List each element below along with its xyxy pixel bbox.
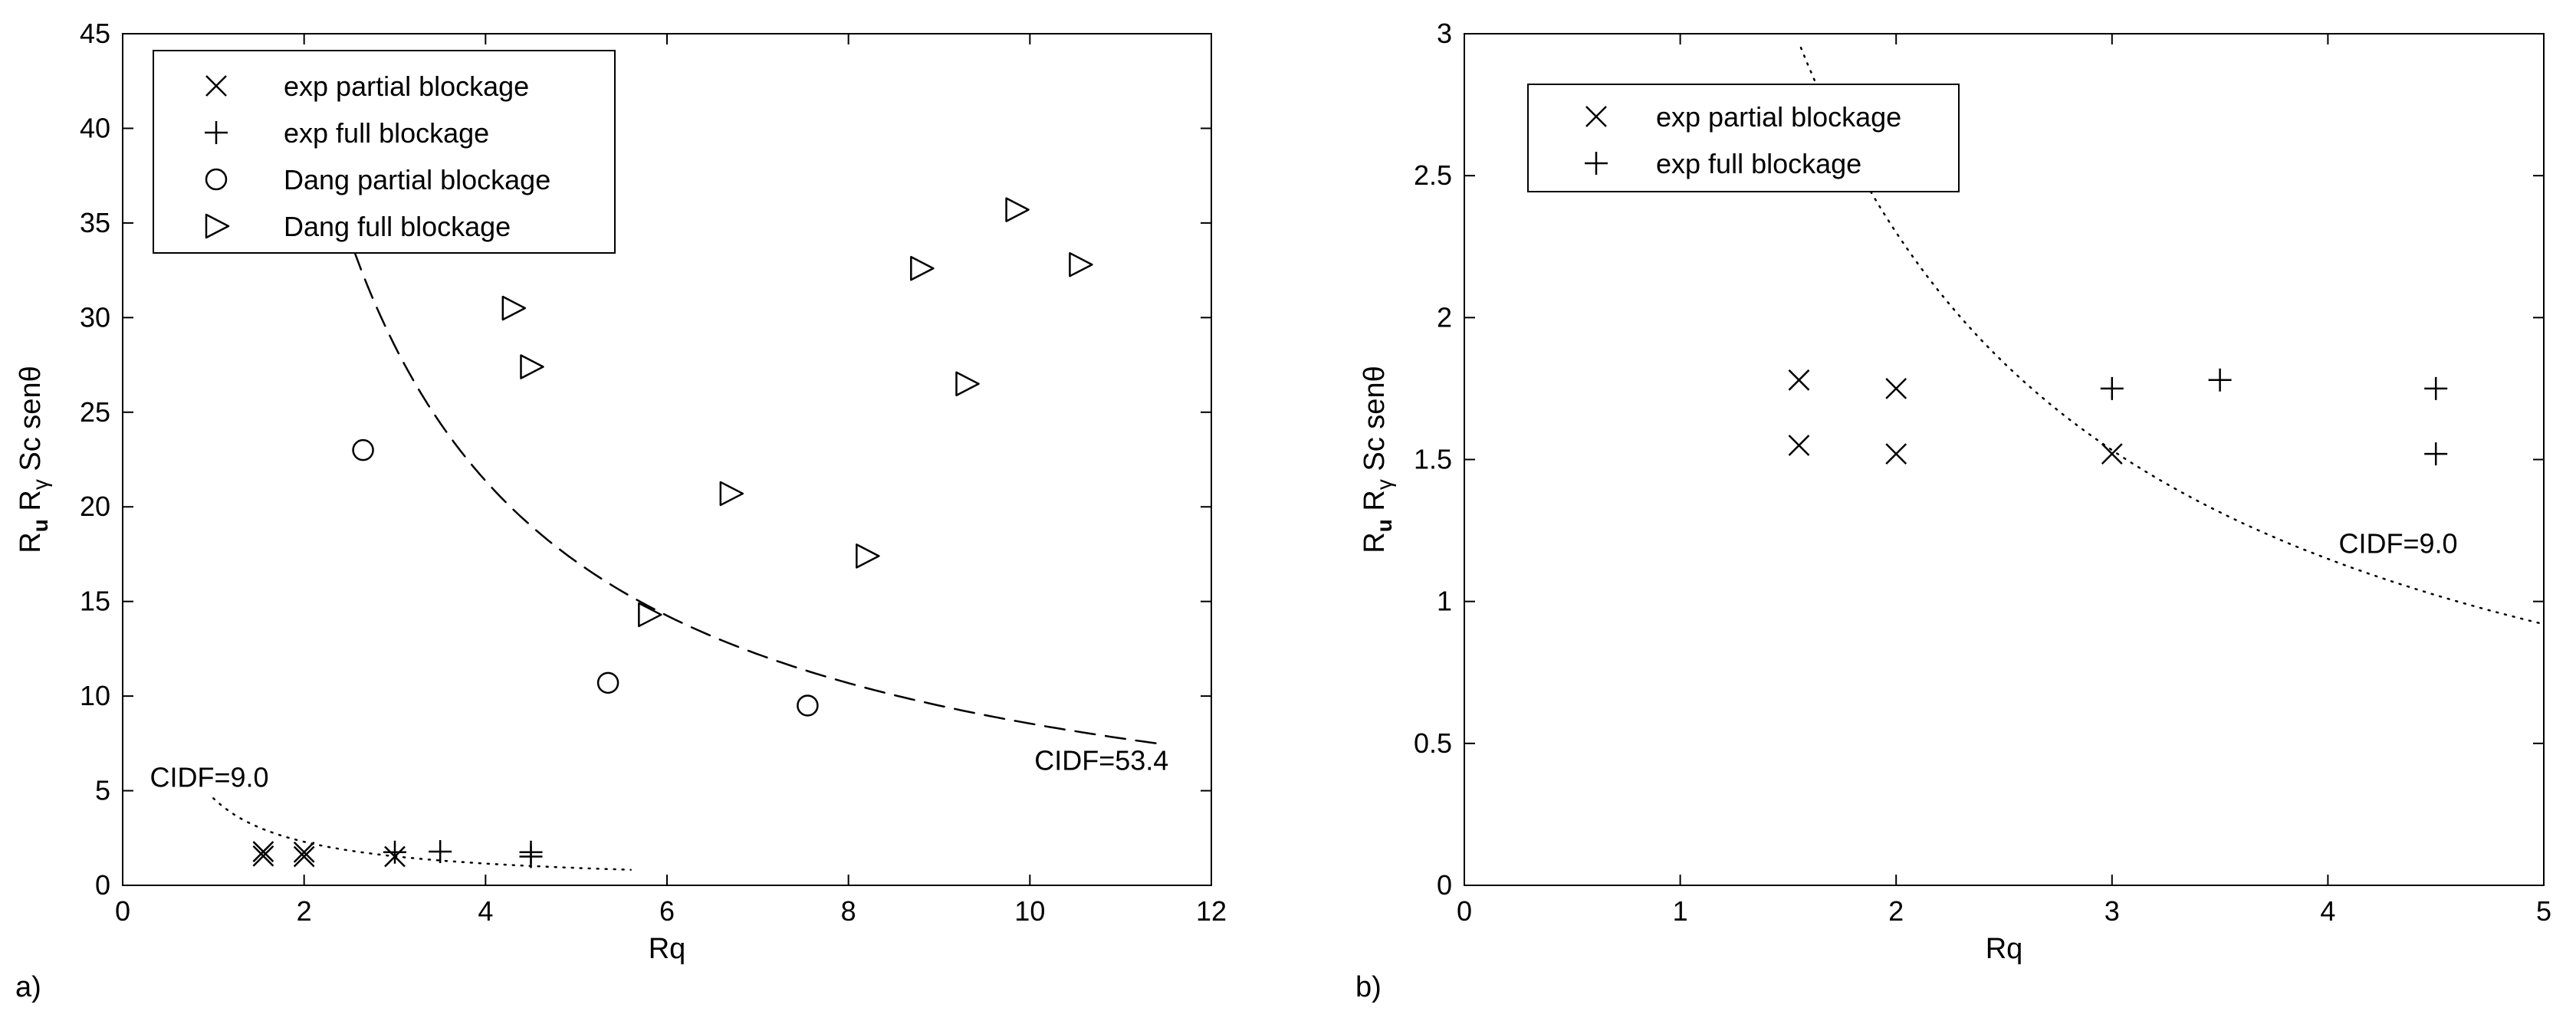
y-tick-label: 2 [1437,301,1452,333]
data-point-triangle-right [910,255,935,281]
x-tick-label: 4 [2320,895,2335,927]
y-axis-label-part: R [1359,490,1391,519]
data-point-triangle-right [638,602,662,628]
data-point-triangle-right [1005,197,1030,222]
legend-label: exp partial blockage [1656,101,1901,133]
data-point-triangle-right [520,354,544,379]
x-tick-label: 3 [2104,895,2120,927]
data-point-+ [383,840,406,864]
legend-marker [1585,106,1607,127]
panel-label: b) [1355,971,1382,1003]
legend-marker [205,168,228,191]
panel-label: a) [15,971,41,1003]
y-axis-label-part: Sc sen [15,382,47,479]
data-point-+ [2424,442,2448,466]
legend-label: exp full blockage [1656,148,1861,179]
y-axis-label-part: γ [28,479,52,490]
curve-label: CIDF=9.0 [150,762,269,793]
y-axis-label-part: θ [15,366,47,382]
data-point-x [1788,435,1810,456]
data-point-x [293,845,315,868]
x-tick-label: 5 [2536,895,2551,927]
y-tick-label: 10 [80,680,110,711]
data-point-+ [2100,376,2124,400]
y-axis-label: Ru Rγ Sc senθ [15,366,52,553]
x-tick-label: 2 [297,895,312,927]
legend-label: Dang full blockage [284,211,511,242]
legend-marker [1585,152,1608,175]
x-tick-label: 1 [1673,895,1688,927]
data-point-o [352,438,374,461]
data-point-triangle-right [856,543,880,569]
y-tick-label: 35 [80,207,110,238]
data-point-triangle-right [955,371,980,396]
y-tick-label: 1 [1437,586,1452,617]
y-axis-label: Ru Rγ Sc senθ [1359,366,1396,553]
x-tick-label: 2 [1888,895,1904,927]
data-point-x [2101,443,2123,465]
y-tick-label: 5 [95,775,110,806]
y-tick-label: 40 [80,112,110,143]
data-point-x [1788,369,1810,391]
data-point-+ [519,845,543,868]
y-tick-label: 2.5 [1414,159,1452,191]
data-point-x [252,841,274,862]
legend-label: exp full blockage [284,117,489,149]
x-tick-label: 4 [478,895,493,927]
y-tick-label: 1.5 [1414,444,1452,475]
data-point-+ [2208,368,2232,392]
data-point-o [596,671,619,694]
y-tick-label: 0.5 [1414,727,1452,759]
legend-label: exp partial blockage [284,71,529,102]
y-tick-label: 15 [80,586,110,617]
y-tick-label: 0 [1437,869,1452,901]
curve-dashed [353,249,1158,745]
y-axis-label-part: R [15,532,47,553]
x-tick-label: 8 [841,895,856,927]
legend-label: Dang partial blockage [284,164,550,195]
legend-box [153,50,616,254]
data-point-+ [429,840,452,864]
data-point-triangle-right [719,481,744,507]
legend-marker [205,213,230,239]
x-tick-label: 6 [659,895,675,927]
y-tick-label: 30 [80,301,110,333]
curve-dotted [212,797,632,871]
x-tick-label: 0 [115,895,130,927]
y-axis-label-part: R [15,490,47,519]
y-axis-label-part: Sc sen [1359,382,1391,479]
x-tick-label: 10 [1014,895,1045,927]
chart-a: 0 2 4 6 8 10 12 0 5 10 15 20 25 30 35 40 45 Rq Ru Rγ Sc se… [15,18,1227,1003]
y-axis-label-part: R [1359,532,1391,553]
data-point-o [797,694,819,717]
data-point-x [1885,378,1907,399]
legend-marker [205,75,227,97]
x-tick-label: 12 [1196,895,1227,927]
y-tick-label: 25 [80,396,110,428]
x-axis-label: Rq [649,933,686,965]
y-tick-label: 45 [80,18,110,49]
y-tick-label: 20 [80,491,110,522]
legend-box [1527,84,1960,192]
data-point-x [293,841,315,863]
x-axis-label: Rq [1986,933,2023,965]
y-tick-label: 3 [1437,18,1452,49]
data-point-x [1885,443,1907,465]
y-axis-label-part: u [1372,519,1396,532]
y-axis-label-part: u [28,519,52,532]
y-axis-label-part: θ [1359,366,1391,382]
data-point-+ [2424,376,2448,400]
data-point-triangle-right [501,295,527,321]
curve-label: CIDF=9.0 [2338,528,2457,560]
data-point-triangle-right [1069,251,1093,277]
curve-label: CIDF=53.4 [1034,744,1168,776]
y-tick-label: 0 [95,869,110,901]
data-point-x [252,845,274,867]
y-axis-label-part: γ [1372,479,1396,490]
chart-b: 0 1 2 3 4 5 0 0.5 1 1.5 2 2.5 3 Rq Ru Rγ Sc senθ CIDF=9… [1355,18,2551,1003]
x-tick-label: 0 [1457,895,1472,927]
legend-marker [205,121,228,144]
